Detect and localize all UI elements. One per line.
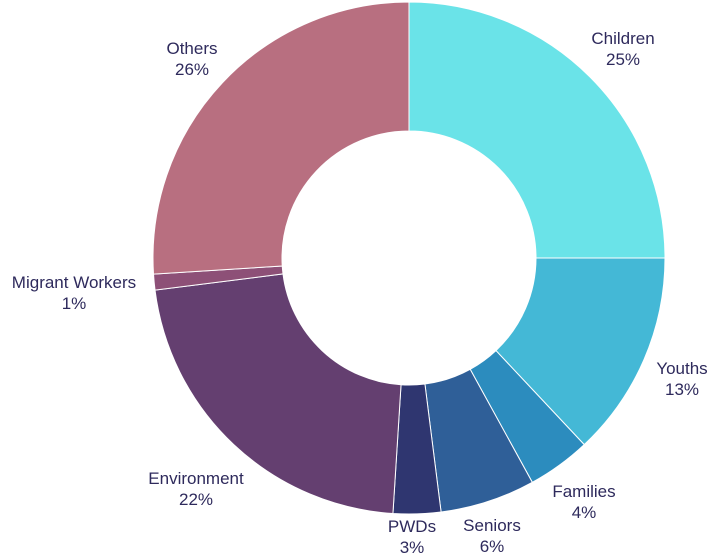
slice-label-families: Families — [552, 482, 615, 501]
slice-value-children: 25% — [606, 50, 640, 69]
slice-label-children: Children — [591, 29, 654, 48]
slice-label-environment: Environment — [148, 469, 244, 488]
slice-value-youths: 13% — [665, 380, 699, 399]
slice-children — [408, 1, 666, 259]
slice-value-migrant-workers: 1% — [62, 294, 87, 313]
slice-environment — [154, 273, 402, 515]
slices-layer — [152, 1, 666, 515]
slice-label-migrant-workers: Migrant Workers — [12, 273, 136, 292]
labels-layer: Children 25% Youths 13% Families 4% Seniors 6% P… — [12, 29, 708, 557]
slice-others — [152, 1, 410, 275]
slice-value-seniors: 6% — [480, 537, 505, 556]
slice-label-seniors: Seniors — [463, 516, 521, 535]
slice-label-youths: Youths — [656, 359, 707, 378]
slice-label-others: Others — [166, 39, 217, 58]
slice-value-environment: 22% — [179, 490, 213, 509]
slice-value-pwds: 3% — [400, 538, 425, 557]
slice-value-others: 26% — [175, 60, 209, 79]
slice-label-pwds: PWDs — [388, 517, 436, 536]
slice-value-families: 4% — [572, 503, 597, 522]
